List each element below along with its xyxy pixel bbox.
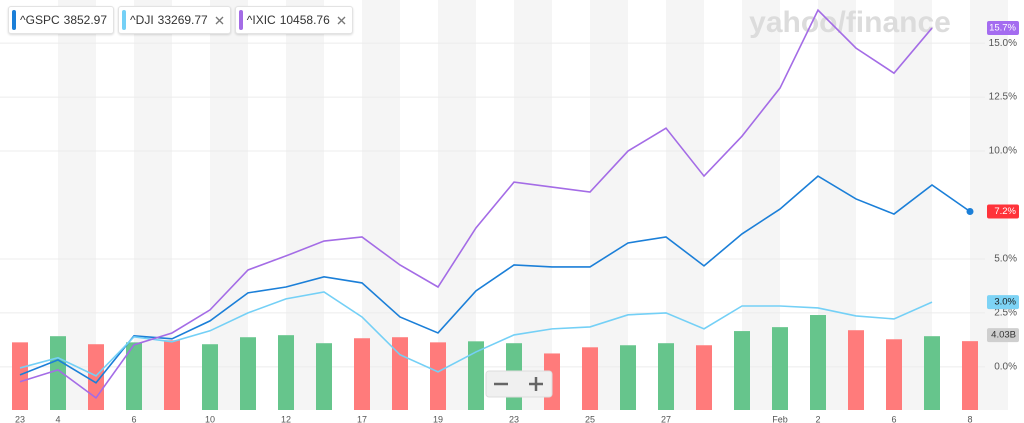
- stripe: [514, 0, 552, 410]
- watermark: yahoo/finance: [749, 6, 951, 39]
- volume-bar: [734, 331, 750, 410]
- y-tick-label: 0.0%: [994, 361, 1017, 372]
- x-tick-label: 19: [433, 414, 443, 423]
- volume-bar: [316, 343, 332, 410]
- stripe: [590, 0, 628, 410]
- volume-bar: [810, 315, 826, 410]
- x-tick-label: 6: [891, 414, 896, 423]
- last-value-label: 3.0%: [994, 297, 1016, 308]
- last-value-label-bg: [987, 295, 1019, 310]
- volume-bar: [278, 335, 294, 410]
- remove-icon[interactable]: [337, 16, 346, 25]
- volume-bar: [658, 343, 674, 410]
- volume-bar: [12, 342, 28, 410]
- volume-bar: [126, 342, 142, 410]
- x-tick-label: 10: [205, 414, 215, 423]
- legend-price: 10458.76: [279, 13, 330, 27]
- volume-bar: [202, 344, 218, 410]
- x-tick-label: 23: [509, 414, 519, 423]
- volume-bar: [924, 336, 940, 410]
- y-tick-label: 15.0%: [989, 38, 1017, 49]
- x-tick-label: 17: [357, 414, 367, 423]
- last-value-label: 15.7%: [989, 23, 1016, 34]
- legend-swatch: [12, 10, 16, 30]
- volume-bar: [468, 341, 484, 410]
- x-tick-label: 8: [967, 414, 972, 423]
- volume-bar: [582, 347, 598, 410]
- last-value-label-bg: [987, 204, 1019, 219]
- remove-icon[interactable]: [215, 16, 224, 25]
- legend-name: ^DJI: [130, 13, 154, 27]
- x-tick-label: 12: [281, 414, 291, 423]
- volume-bar: [772, 327, 788, 410]
- remove-icon-stroke: [215, 16, 224, 24]
- volume-bar: [50, 336, 66, 410]
- x-tick-label: 2: [815, 414, 820, 423]
- x-tick-label: 6: [131, 414, 136, 423]
- legend-swatch: [238, 10, 243, 30]
- last-value-label: 7.2%: [994, 206, 1016, 217]
- volume-bar: [620, 345, 636, 410]
- legend-name: ^IXIC: [246, 13, 276, 27]
- volume-bar: [354, 338, 370, 410]
- remove-icon-stroke: [337, 16, 346, 24]
- last-point: [966, 207, 974, 215]
- x-tick-label: 4: [55, 414, 60, 423]
- volume-bar: [430, 342, 446, 410]
- series-line: [19, 291, 933, 377]
- volume-bar: [886, 339, 902, 410]
- legend-item[interactable]: ^DJI 33269.77: [118, 6, 231, 34]
- x-tick-label: 25: [585, 414, 595, 423]
- legend-name: ^GSPC: [20, 13, 60, 27]
- x-tick-label: 27: [661, 414, 671, 423]
- x-tick-label: Feb: [772, 414, 788, 423]
- volume-bar: [392, 337, 408, 410]
- volume-bar: [240, 337, 256, 410]
- last-value-label-bg: [987, 21, 1019, 36]
- legend-price: 33269.77: [157, 13, 208, 27]
- legend-price: 3852.97: [63, 13, 108, 27]
- legend: ^GSPC 3852.97 ^DJI 33269.77 ^IXIC 10458.76: [8, 6, 353, 34]
- legend-swatch: [122, 10, 127, 30]
- volume-bar: [164, 340, 180, 410]
- x-tick-label: 23: [15, 414, 25, 423]
- series-line: [19, 8, 933, 400]
- stripe: [666, 0, 704, 410]
- volume-label-bg: [987, 328, 1019, 343]
- y-tick-label: 5.0%: [994, 254, 1017, 265]
- y-tick-label: 10.0%: [989, 146, 1017, 157]
- volume-label: 4.03B: [991, 330, 1016, 341]
- volume-bar: [696, 345, 712, 410]
- volume-bar: [962, 341, 978, 410]
- y-tick-label: 12.5%: [989, 92, 1017, 103]
- legend-item[interactable]: ^IXIC 10458.76: [234, 6, 353, 34]
- legend-item: ^GSPC 3852.97: [8, 6, 115, 34]
- volume-bar: [848, 330, 864, 410]
- y-tick-label: 2.5%: [994, 308, 1017, 319]
- series-line: [19, 175, 971, 384]
